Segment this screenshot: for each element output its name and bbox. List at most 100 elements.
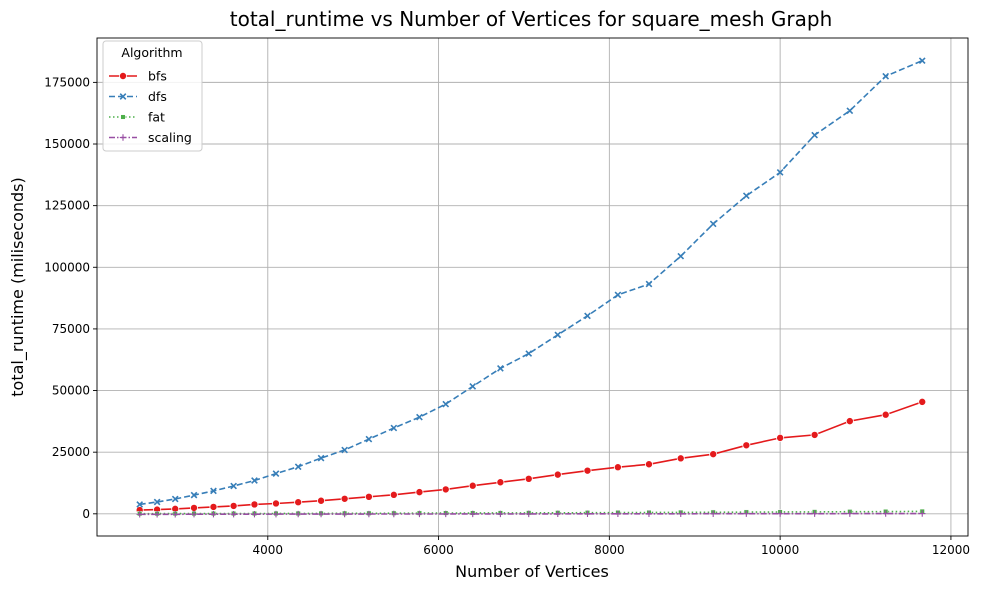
y-tick-label: 175000 bbox=[44, 75, 90, 89]
data-point bbox=[469, 382, 477, 390]
y-axis-ticks: 0 25000 50000 75000 100000 125000 150000 175000 bbox=[44, 75, 97, 521]
series-line-fat bbox=[139, 510, 923, 515]
data-point bbox=[190, 491, 198, 499]
data-point bbox=[171, 495, 179, 503]
data-point bbox=[709, 450, 718, 459]
data-point bbox=[317, 454, 325, 462]
data-point bbox=[230, 482, 237, 490]
legend-marker bbox=[119, 72, 128, 81]
data-point bbox=[742, 441, 751, 450]
data-point bbox=[415, 488, 424, 497]
data-point bbox=[845, 417, 854, 426]
x-axis-ticks: 4000 6000 8000 10000 12000 bbox=[253, 536, 970, 557]
x-tick-label: 6000 bbox=[423, 543, 454, 557]
data-point bbox=[250, 500, 259, 509]
data-point bbox=[341, 446, 349, 454]
data-point bbox=[229, 501, 238, 510]
data-point bbox=[190, 503, 199, 512]
data-point bbox=[365, 435, 373, 443]
y-axis-label: total_runtime (miliseconds) bbox=[8, 177, 28, 396]
x-tick-label: 10000 bbox=[761, 543, 799, 557]
data-point bbox=[613, 463, 622, 472]
data-point bbox=[525, 350, 533, 357]
data-point bbox=[497, 364, 504, 372]
x-tick-label: 12000 bbox=[932, 543, 970, 557]
data-point bbox=[846, 107, 854, 115]
data-point bbox=[645, 280, 653, 288]
data-point bbox=[390, 424, 398, 432]
data-point bbox=[919, 510, 926, 517]
data-point bbox=[230, 510, 237, 518]
data-point bbox=[743, 510, 750, 517]
data-point bbox=[709, 510, 717, 517]
series-scaling bbox=[136, 510, 926, 518]
legend-label: fat bbox=[148, 110, 165, 125]
data-point bbox=[881, 410, 890, 419]
legend: Algorithm bfs dfs fat scaling bbox=[102, 40, 203, 152]
x-tick-label: 4000 bbox=[253, 543, 284, 557]
data-point bbox=[524, 474, 533, 483]
data-point bbox=[497, 510, 504, 518]
plot-frame bbox=[96, 37, 969, 537]
data-point bbox=[190, 511, 198, 518]
y-tick-label: 25000 bbox=[52, 445, 90, 459]
y-tick-label: 125000 bbox=[44, 199, 90, 213]
data-point bbox=[271, 499, 280, 508]
data-point bbox=[709, 220, 717, 228]
legend-marker bbox=[119, 93, 127, 100]
data-point bbox=[294, 510, 302, 518]
x-tick-label: 8000 bbox=[594, 543, 625, 557]
data-point bbox=[554, 331, 562, 339]
legend-label: bfs bbox=[148, 69, 167, 84]
data-point bbox=[341, 510, 348, 518]
data-point bbox=[294, 463, 302, 471]
data-point bbox=[677, 252, 685, 260]
data-point bbox=[614, 291, 622, 299]
data-point bbox=[294, 498, 303, 507]
y-tick-label: 150000 bbox=[44, 137, 90, 151]
data-point bbox=[553, 470, 562, 479]
data-point bbox=[554, 510, 561, 518]
legend-box bbox=[102, 40, 203, 152]
chart-title: total_runtime vs Number of Vertices for … bbox=[230, 7, 833, 31]
data-point bbox=[209, 502, 218, 511]
data-point bbox=[584, 510, 591, 518]
y-tick-label: 50000 bbox=[52, 384, 90, 398]
data-point bbox=[442, 510, 449, 518]
legend-label: scaling bbox=[148, 130, 192, 145]
legend-entry-dfs: dfs bbox=[109, 89, 167, 104]
data-point bbox=[645, 510, 653, 517]
data-point bbox=[364, 492, 373, 501]
data-point bbox=[340, 494, 349, 503]
data-point bbox=[583, 466, 592, 475]
data-point bbox=[644, 460, 653, 469]
data-point bbox=[272, 470, 280, 477]
series-line-scaling bbox=[139, 512, 923, 516]
legend-marker bbox=[119, 134, 127, 141]
grid bbox=[97, 38, 968, 536]
data-point bbox=[441, 485, 450, 494]
series-layer bbox=[135, 57, 927, 518]
data-point bbox=[317, 496, 326, 505]
data-point bbox=[365, 510, 373, 518]
data-point bbox=[811, 510, 818, 517]
x-axis-label: Number of Vertices bbox=[455, 562, 609, 581]
data-point bbox=[172, 511, 179, 518]
data-point bbox=[153, 511, 161, 518]
y-tick-label: 75000 bbox=[52, 322, 90, 336]
data-point bbox=[442, 400, 450, 408]
data-point bbox=[210, 511, 217, 518]
data-point bbox=[882, 72, 890, 80]
legend-label: dfs bbox=[148, 89, 167, 104]
data-point bbox=[918, 397, 927, 406]
data-point bbox=[776, 433, 785, 442]
series-bfs bbox=[135, 397, 927, 515]
legend-marker bbox=[120, 114, 126, 120]
legend-entry-scaling: scaling bbox=[109, 130, 192, 145]
series-line-bfs bbox=[139, 401, 923, 511]
data-point bbox=[810, 430, 819, 439]
series-line-dfs bbox=[139, 59, 923, 506]
data-point bbox=[676, 454, 685, 463]
data-point bbox=[389, 490, 398, 499]
